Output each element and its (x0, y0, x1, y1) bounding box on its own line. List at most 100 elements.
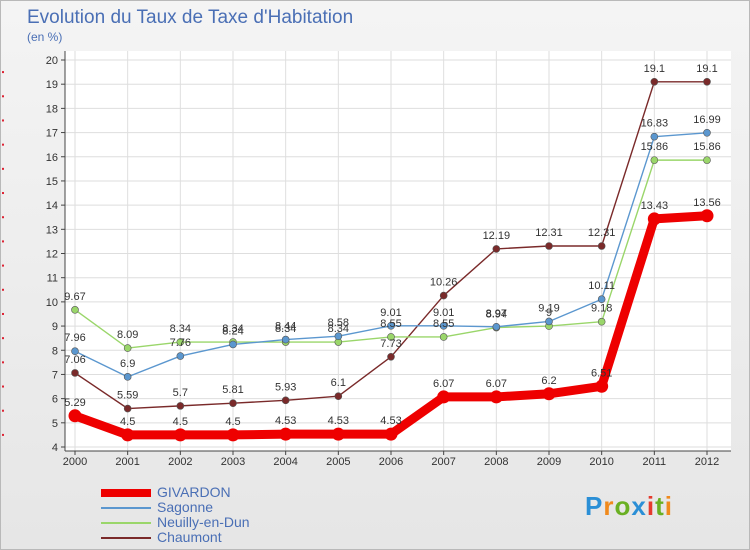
data-point (545, 317, 553, 326)
data-label: 8.24 (222, 325, 243, 337)
data-label: 8.09 (117, 329, 138, 341)
y-minor-dot (2, 385, 4, 388)
data-point (489, 390, 503, 404)
data-label: 12.31 (535, 227, 563, 239)
data-label: 4.53 (275, 415, 296, 427)
data-label: 7.96 (64, 332, 85, 344)
y-tick-label: 9 (52, 321, 58, 333)
data-point (176, 338, 185, 346)
data-point (597, 317, 606, 326)
data-label: 5.59 (117, 390, 138, 402)
x-tick-label: 2009 (537, 456, 561, 468)
logo-letter: P (585, 491, 604, 521)
data-label: 6.07 (486, 378, 507, 390)
data-label: 4.53 (328, 415, 349, 427)
y-tick-label: 14 (46, 200, 58, 212)
data-point (597, 242, 606, 250)
y-tick-label: 18 (46, 103, 58, 115)
data-label: 16.99 (693, 114, 721, 126)
legend-item: Chaumont (101, 530, 250, 545)
y-minor-dot (2, 119, 4, 122)
y-tick-label: 15 (46, 176, 58, 188)
data-label: 8.34 (328, 323, 349, 335)
data-point (703, 77, 711, 86)
y-tick-label: 4 (52, 442, 58, 454)
data-label: 19.1 (696, 63, 717, 75)
y-tick-label: 11 (47, 273, 58, 285)
data-point (71, 306, 79, 314)
data-point (439, 322, 448, 330)
data-label: 9.67 (64, 291, 85, 303)
data-point (334, 332, 343, 341)
legend-label: Neuilly-en-Dun (157, 514, 250, 530)
data-point (281, 335, 290, 344)
data-point (71, 369, 79, 377)
y-minor-dot (2, 95, 4, 98)
data-label: 4.5 (225, 416, 240, 428)
data-point (387, 322, 395, 330)
data-label: 5.29 (64, 397, 85, 409)
data-label: 8.55 (380, 318, 401, 330)
legend-item: GIVARDON (101, 485, 250, 500)
x-tick-label: 2008 (484, 456, 508, 468)
x-tick-label: 2004 (273, 456, 297, 468)
y-minor-dot (2, 167, 4, 170)
data-point (492, 245, 501, 253)
data-point (281, 396, 290, 405)
y-tick-label: 8 (52, 345, 58, 357)
data-point (68, 409, 82, 423)
data-label: 9.01 (433, 307, 454, 319)
data-label: 5.93 (275, 381, 296, 393)
data-label: 8.44 (275, 321, 296, 333)
y-minor-dot (2, 240, 4, 243)
y-minor-dot (2, 409, 4, 412)
y-minor-dot (2, 288, 4, 291)
legend-swatch (101, 536, 151, 539)
data-point (647, 212, 661, 226)
x-tick-label: 2012 (695, 456, 719, 468)
data-point (545, 242, 553, 250)
data-label: 15.86 (693, 141, 721, 153)
legend-item: Neuilly-en-Dun (101, 515, 250, 530)
data-label: 5.7 (173, 387, 188, 399)
data-label: 7.73 (380, 338, 401, 350)
x-tick-label: 2002 (168, 456, 192, 468)
data-label: 8.97 (486, 308, 507, 320)
x-tick-label: 2010 (589, 456, 613, 468)
data-point (176, 352, 185, 360)
data-point (595, 379, 609, 393)
data-point (387, 333, 395, 341)
data-point (650, 132, 659, 141)
proxiti-logo: Proxiti (585, 491, 673, 522)
data-point (650, 156, 659, 164)
plot-area (65, 51, 731, 451)
x-tick-label: 2003 (221, 456, 245, 468)
y-tick-label: 13 (46, 224, 58, 236)
x-tick-label: 2001 (115, 456, 139, 468)
legend-item: Sagonne (101, 500, 250, 515)
data-label: 19.1 (644, 63, 665, 75)
data-label: 15.86 (641, 141, 669, 153)
data-label: 9.01 (380, 307, 401, 319)
data-point (123, 344, 132, 352)
data-label: 12.31 (588, 227, 616, 239)
data-label: 13.56 (693, 197, 721, 209)
data-label: 6.9 (120, 358, 135, 370)
logo-letter: o (614, 491, 632, 521)
data-label: 7.06 (64, 354, 85, 366)
data-label: 8.94 (486, 309, 507, 321)
data-label: 13.43 (641, 200, 669, 212)
data-point (121, 428, 135, 442)
legend-swatch (101, 521, 151, 524)
y-minor-dot (2, 216, 4, 219)
data-label: 6.07 (433, 378, 454, 390)
data-point (492, 322, 501, 331)
data-point (123, 373, 132, 381)
y-minor-dot (2, 143, 4, 146)
data-label: 6.2 (541, 375, 556, 387)
y-tick-label: 12 (46, 249, 58, 261)
data-point (439, 291, 448, 300)
data-point (226, 428, 240, 442)
